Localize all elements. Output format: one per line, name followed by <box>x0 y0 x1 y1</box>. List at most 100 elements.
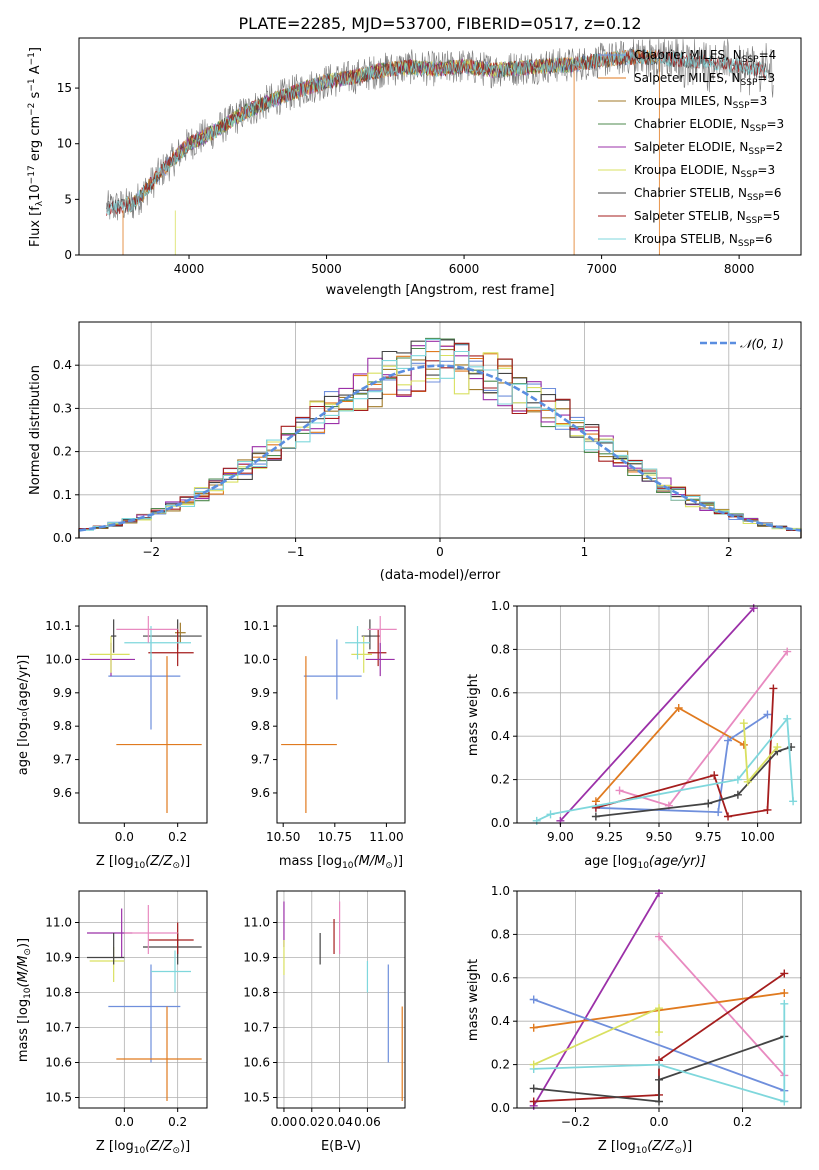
x-tick-label: 0.0 <box>649 1115 668 1129</box>
y-tick-label: 5 <box>64 192 72 206</box>
legend-label-chabrier_stelib: Chabrier STELIB, NSSP=6 <box>634 186 782 203</box>
x-tick-label: 8000 <box>724 262 755 276</box>
weight-line-chabrier_miles <box>533 998 785 1092</box>
y-tick-label: 0.6 <box>491 971 510 985</box>
weight-point-kroupa_stelib <box>655 1060 663 1069</box>
residuals-histograms <box>78 337 802 538</box>
y-tick-label: 10.7 <box>45 1021 72 1035</box>
weight-point-kroupa_stelib <box>783 714 792 723</box>
x-tick-label: 9.75 <box>695 830 722 844</box>
gaussian-curve <box>78 364 802 532</box>
y-tick-label: 0.0 <box>53 531 72 545</box>
weights-vs-z-xlabel: Z [log10(Z/Z⊙)] <box>598 1139 692 1156</box>
x-tick-label: 0 <box>436 545 444 559</box>
y-tick-label: 0.4 <box>491 1014 510 1028</box>
x-tick-label: 9.25 <box>596 830 623 844</box>
y-tick-label: 10.1 <box>45 619 72 633</box>
weight-point-salpeter_stelib <box>780 969 789 978</box>
histogram-kroupa_stelib <box>78 338 802 538</box>
age-vs-mass-xlabel: mass [log10(M/M⊙)] <box>279 854 403 871</box>
weight-point-kroupa_elodie <box>739 719 748 728</box>
residuals-xlabel: (data-model)/error <box>380 568 501 583</box>
y-tick-label: 9.6 <box>251 786 270 800</box>
y-tick-label: 0.3 <box>53 401 72 415</box>
y-tick-label: 9.8 <box>53 719 72 733</box>
weights-vs-age-panel: 9.00 9.25 9.50 9.75 10.00 0.0 0.2 0.4 0.6 0.8 1.0 <box>491 599 802 844</box>
y-tick-label: 9.9 <box>53 686 72 700</box>
y-tick-label: 10.0 <box>45 652 72 666</box>
mass-vs-z-xlabel: Z [log10(Z/Z⊙)] <box>96 1139 190 1156</box>
y-tick-label: 10.8 <box>45 986 72 1000</box>
data-marks <box>283 901 403 1101</box>
x-tick-label: −2 <box>142 545 160 559</box>
weight-point-chabrier_stelib <box>733 790 742 799</box>
y-tick-label: 0.4 <box>53 358 72 372</box>
plot-area <box>79 891 207 1108</box>
ticks: 10.50 10.75 11.00 9.6 9.7 9.8 9.9 10.0 10.1 <box>243 619 403 844</box>
weight-point-salpeter_stelib <box>529 1097 538 1106</box>
x-tick-label: 0.06 <box>354 1115 381 1129</box>
plot-area <box>79 606 207 823</box>
x-tick-label: 10.00 <box>740 830 774 844</box>
weight-point-kroupa_elodie <box>655 1004 663 1013</box>
y-tick-label: 9.7 <box>251 753 270 767</box>
x-tick-label: 11.00 <box>369 830 403 844</box>
plot-area <box>277 891 405 1108</box>
weight-point-kroupa_stelib <box>780 1097 789 1106</box>
y-tick-label: 0.8 <box>491 927 510 941</box>
spectrum-xlabel: wavelength [Angstrom, rest frame] <box>326 283 555 298</box>
weight-point-chabrier_stelib <box>655 1075 663 1084</box>
x-tick-label: 0.0 <box>115 1115 134 1129</box>
spectrum-ticks: 4000 5000 6000 7000 8000 0 5 10 15 <box>57 81 755 276</box>
y-tick-label: 10.9 <box>45 951 72 965</box>
weight-point-kroupa_stelib <box>780 999 789 1008</box>
weight-point-kroupa_elodie <box>655 1028 663 1037</box>
weights-vs-z-panel: −0.2 0.0 0.2 0.0 0.2 0.4 0.6 0.8 1.0 <box>491 884 802 1129</box>
y-tick-label: 10.0 <box>243 652 270 666</box>
ticks: −0.2 0.0 0.2 0.0 0.2 0.4 0.6 0.8 1.0 <box>491 884 752 1129</box>
x-tick-label: −0.2 <box>561 1115 590 1129</box>
y-tick-label: 0.0 <box>491 1101 510 1115</box>
weight-point-salpeter_stelib <box>769 684 778 693</box>
weights-vs-z-ylabel: mass weight <box>466 959 481 1041</box>
y-tick-label: 9.6 <box>53 786 72 800</box>
x-tick-label: 5000 <box>311 262 342 276</box>
y-tick-label: 0.2 <box>53 445 72 459</box>
weight-point-kroupa_elodie <box>773 743 782 752</box>
ticks: 0.0 0.2 9.6 9.7 9.8 9.9 10.0 10.1 <box>45 619 187 844</box>
x-tick-label: 4000 <box>174 262 205 276</box>
x-tick-label: 0.2 <box>168 1115 187 1129</box>
ticks: 0.0 0.2 10.5 10.6 10.7 10.8 10.9 11.0 <box>45 916 187 1130</box>
weight-point-pink <box>783 647 792 656</box>
y-tick-label: 0.2 <box>491 773 510 787</box>
y-tick-label: 10.5 <box>243 1091 270 1105</box>
y-tick-label: 0.8 <box>491 642 510 656</box>
x-tick-label: 10.75 <box>318 830 352 844</box>
weight-point-salpeter_miles <box>674 703 683 712</box>
y-tick-label: 0.4 <box>491 729 510 743</box>
weight-point-chabrier_miles <box>529 995 538 1004</box>
x-tick-label: 0.00 <box>271 1115 298 1129</box>
x-tick-label: −1 <box>287 545 305 559</box>
x-tick-label: 9.00 <box>547 830 574 844</box>
legend-label-salpeter_elodie: Salpeter ELODIE, NSSP=2 <box>634 140 783 157</box>
age-vs-z-ylabel: age [log₁₀(age/yr)] <box>16 655 31 776</box>
legend-label-chabrier_miles: Chabrier MILES, NSSP=4 <box>634 48 776 65</box>
legend-label-salpeter_miles: Salpeter MILES, NSSP=3 <box>634 71 775 88</box>
y-tick-label: 9.8 <box>251 719 270 733</box>
weight-point-chabrier_miles <box>714 808 723 817</box>
x-tick-label: 1 <box>581 545 589 559</box>
x-tick-label: 9.50 <box>646 830 673 844</box>
data-marks <box>81 616 202 813</box>
weight-line-pink <box>658 935 785 1077</box>
y-tick-label: 0.2 <box>491 1058 510 1072</box>
weight-point-kroupa_stelib <box>789 797 798 806</box>
x-tick-label: 0.04 <box>326 1115 353 1129</box>
weight-point-salpeter_miles <box>739 740 748 749</box>
legend: Chabrier MILES, NSSP=4 Salpeter MILES, NS… <box>598 48 784 249</box>
y-tick-label: 10.7 <box>243 1021 270 1035</box>
mass-vs-z-panel: 0.0 0.2 10.5 10.6 10.7 10.8 10.9 11.0 <box>45 890 208 1130</box>
plot-frame <box>276 605 406 824</box>
mass-vs-ebv-panel: 0.00 0.02 0.04 0.06 10.5 10.6 10.7 10.8 10.9 11.0 <box>243 890 406 1129</box>
weight-line-kroupa_stelib <box>533 1003 786 1103</box>
